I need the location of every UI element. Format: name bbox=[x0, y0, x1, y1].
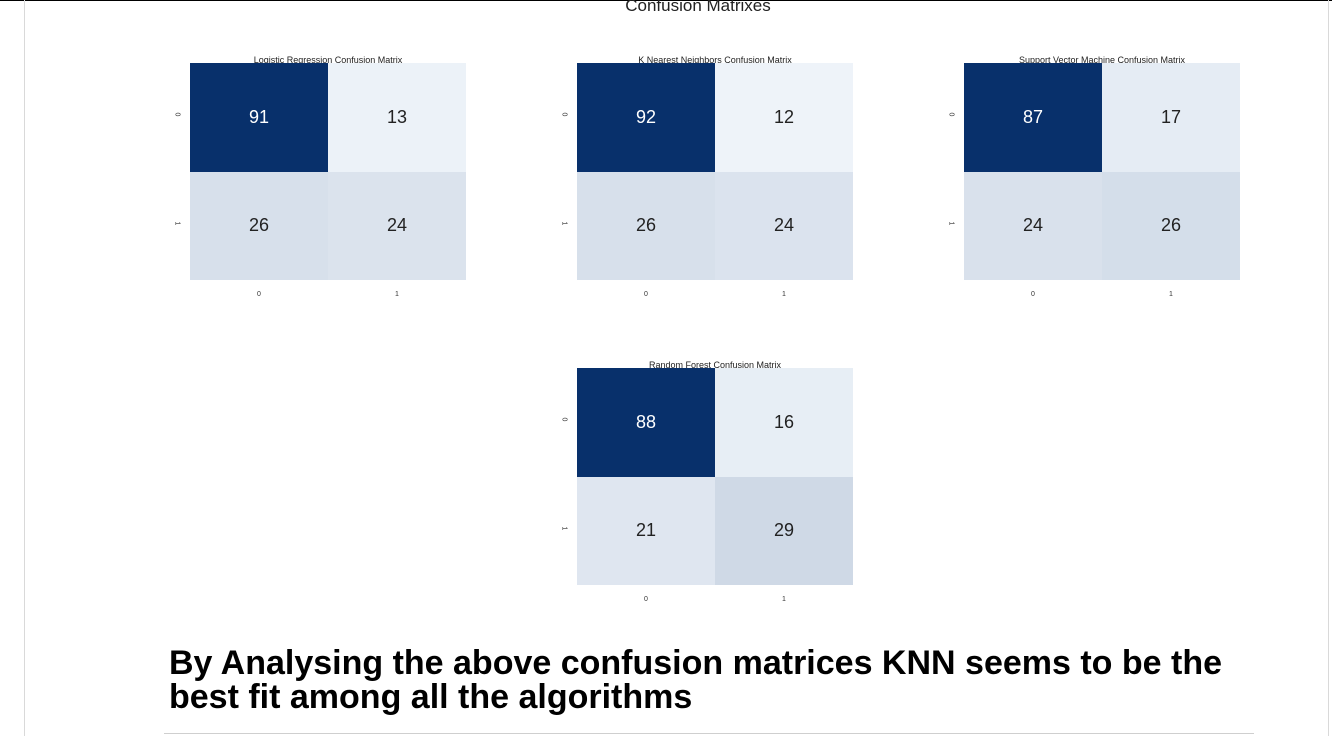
y-tick-label: 0 bbox=[947, 112, 955, 117]
logistic-regression-matrix-title: Logistic Regression Confusion Matrix bbox=[253, 55, 403, 65]
heatmap-cell: 29 bbox=[715, 476, 853, 585]
x-tick-label: 1 bbox=[395, 291, 399, 298]
svm-heatmap: 87 17 24 26 bbox=[964, 63, 1240, 280]
heatmap-cell: 13 bbox=[328, 63, 466, 172]
window-top-border bbox=[0, 0, 1332, 1]
y-tick-label: 1 bbox=[560, 526, 568, 530]
notebook-cell-right-border bbox=[1328, 0, 1329, 736]
knn-heatmap: 92 12 26 24 bbox=[577, 63, 853, 280]
y-tick-label: 0 bbox=[560, 417, 568, 422]
y-tick-label: 0 bbox=[173, 112, 181, 117]
random-forest-matrix-title: Random Forest Confusion Matrix bbox=[648, 360, 782, 370]
x-tick-label: 0 bbox=[644, 291, 648, 298]
heatmap-cell: 21 bbox=[577, 476, 715, 585]
heatmap-cell: 12 bbox=[715, 63, 853, 172]
heatmap-cell: 26 bbox=[1102, 171, 1240, 280]
figure-suptitle: Confusion Matrixes bbox=[625, 0, 771, 15]
heatmap-cell: 24 bbox=[328, 171, 466, 280]
random-forest-heatmap: 88 16 21 29 bbox=[577, 368, 853, 585]
heatmap-cell: 17 bbox=[1102, 63, 1240, 172]
heatmap-cell: 87 bbox=[964, 63, 1102, 172]
knn-matrix-title: K Nearest Neighbors Confusion Matrix bbox=[638, 55, 792, 65]
x-tick-label: 0 bbox=[1031, 291, 1035, 298]
heatmap-cell: 91 bbox=[190, 63, 328, 172]
y-tick-label: 1 bbox=[173, 221, 181, 225]
heatmap-cell: 88 bbox=[577, 368, 715, 477]
x-tick-label: 1 bbox=[782, 291, 786, 298]
x-tick-label: 1 bbox=[1169, 291, 1173, 298]
conclusion-heading: By Analysing the above confusion matrice… bbox=[169, 644, 1223, 716]
cell-divider bbox=[164, 733, 1254, 734]
heatmap-cell: 16 bbox=[715, 368, 853, 477]
x-tick-label: 0 bbox=[644, 596, 648, 603]
svm-matrix-title: Support Vector Machine Confusion Matrix bbox=[1018, 55, 1186, 65]
y-tick-label: 0 bbox=[560, 112, 568, 117]
heatmap-cell: 26 bbox=[190, 171, 328, 280]
x-tick-label: 0 bbox=[257, 291, 261, 298]
logistic-regression-heatmap: 91 13 26 24 bbox=[190, 63, 466, 280]
y-tick-label: 1 bbox=[560, 221, 568, 225]
y-tick-label: 1 bbox=[947, 221, 955, 225]
x-tick-label: 1 bbox=[782, 596, 786, 603]
heatmap-cell: 26 bbox=[577, 171, 715, 280]
heatmap-cell: 24 bbox=[964, 171, 1102, 280]
notebook-cell-left-border bbox=[24, 0, 25, 736]
heatmap-cell: 92 bbox=[577, 63, 715, 172]
heatmap-cell: 24 bbox=[715, 171, 853, 280]
